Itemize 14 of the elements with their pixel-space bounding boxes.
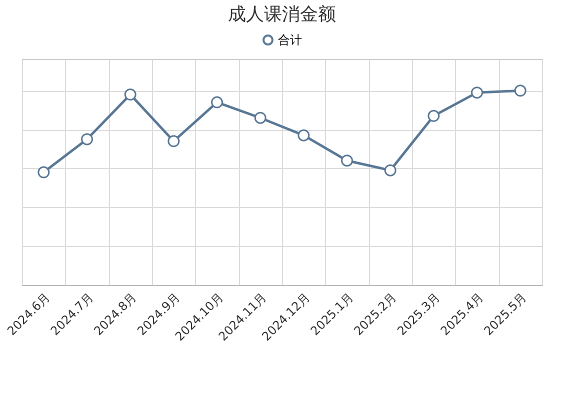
point [514, 84, 526, 97]
point [254, 112, 266, 124]
point [471, 86, 483, 99]
point [124, 88, 136, 101]
point [341, 154, 353, 167]
point [298, 129, 310, 142]
point [81, 133, 93, 146]
point [38, 166, 50, 178]
point [211, 96, 223, 108]
point [384, 164, 396, 176]
point [428, 110, 440, 122]
legend-label: 合计 [278, 33, 302, 47]
point [168, 135, 180, 148]
chart-title: 成人课消金额 [228, 4, 336, 25]
